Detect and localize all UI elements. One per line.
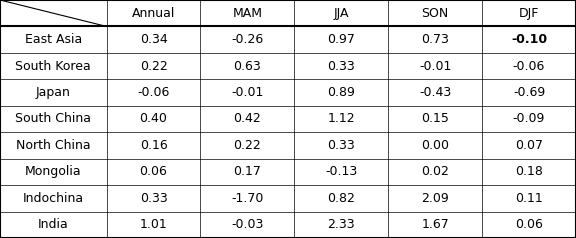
Text: -0.03: -0.03: [231, 218, 264, 231]
Text: -0.26: -0.26: [232, 33, 263, 46]
Text: 0.02: 0.02: [421, 165, 449, 178]
Text: -0.01: -0.01: [419, 60, 452, 73]
Text: -0.10: -0.10: [511, 33, 547, 46]
Text: 0.17: 0.17: [233, 165, 262, 178]
Text: 0.33: 0.33: [327, 139, 355, 152]
Text: JJA: JJA: [334, 7, 349, 20]
Text: MAM: MAM: [232, 7, 263, 20]
Text: -0.06: -0.06: [137, 86, 170, 99]
Text: 0.89: 0.89: [327, 86, 355, 99]
Text: 0.22: 0.22: [233, 139, 262, 152]
Text: North China: North China: [16, 139, 90, 152]
Text: 0.06: 0.06: [515, 218, 543, 231]
Text: 0.22: 0.22: [139, 60, 168, 73]
Text: -0.09: -0.09: [513, 113, 545, 125]
Text: -0.13: -0.13: [325, 165, 357, 178]
Text: 0.40: 0.40: [139, 113, 168, 125]
Text: South China: South China: [16, 113, 91, 125]
Text: 1.01: 1.01: [139, 218, 168, 231]
Text: -0.69: -0.69: [513, 86, 545, 99]
Text: 0.11: 0.11: [515, 192, 543, 205]
Text: 0.42: 0.42: [233, 113, 262, 125]
Text: -1.70: -1.70: [231, 192, 264, 205]
Text: 0.33: 0.33: [327, 60, 355, 73]
Text: 0.33: 0.33: [139, 192, 168, 205]
Text: 0.18: 0.18: [515, 165, 543, 178]
Text: 0.73: 0.73: [421, 33, 449, 46]
Text: 0.16: 0.16: [139, 139, 168, 152]
Text: 1.12: 1.12: [328, 113, 355, 125]
Text: 0.15: 0.15: [421, 113, 449, 125]
Text: Annual: Annual: [132, 7, 175, 20]
Text: 2.09: 2.09: [421, 192, 449, 205]
Text: SON: SON: [422, 7, 449, 20]
Text: South Korea: South Korea: [16, 60, 91, 73]
Text: -0.06: -0.06: [513, 60, 545, 73]
Text: 2.33: 2.33: [328, 218, 355, 231]
Text: 0.82: 0.82: [327, 192, 355, 205]
Text: -0.01: -0.01: [231, 86, 264, 99]
Text: DJF: DJF: [519, 7, 539, 20]
Text: 1.67: 1.67: [421, 218, 449, 231]
Text: 0.06: 0.06: [139, 165, 168, 178]
Text: 0.63: 0.63: [233, 60, 262, 73]
Text: 0.97: 0.97: [327, 33, 355, 46]
Text: 0.34: 0.34: [139, 33, 168, 46]
Text: Indochina: Indochina: [22, 192, 84, 205]
Text: 0.00: 0.00: [421, 139, 449, 152]
Text: India: India: [38, 218, 69, 231]
Text: Mongolia: Mongolia: [25, 165, 82, 178]
Text: 0.07: 0.07: [515, 139, 543, 152]
Text: -0.43: -0.43: [419, 86, 451, 99]
Text: East Asia: East Asia: [25, 33, 82, 46]
Text: Japan: Japan: [36, 86, 71, 99]
